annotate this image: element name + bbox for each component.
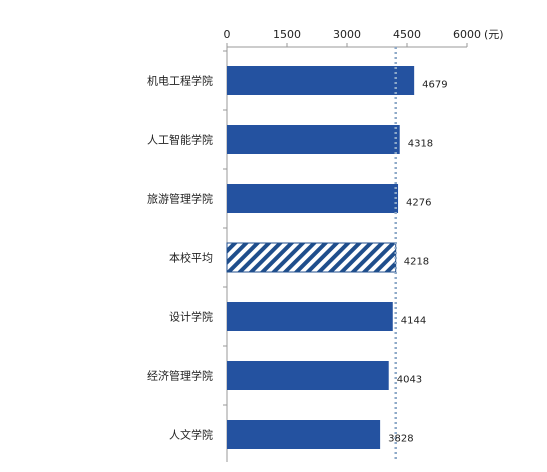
bar xyxy=(227,302,393,331)
x-tick-label: 0 xyxy=(224,28,231,41)
category-label: 人文学院 xyxy=(169,428,213,442)
x-tick-label: 1500 xyxy=(273,28,301,41)
category-label: 机电工程学院 xyxy=(147,74,213,88)
value-label: 3828 xyxy=(388,434,413,445)
value-label: 4276 xyxy=(406,198,431,209)
category-label: 人工智能学院 xyxy=(147,133,213,147)
category-label: 设计学院 xyxy=(169,310,213,324)
category-label: 旅游管理学院 xyxy=(147,192,213,206)
x-tick-label: 6000 xyxy=(453,28,481,41)
value-label: 4218 xyxy=(404,257,429,268)
bar xyxy=(227,66,415,95)
value-label: 4679 xyxy=(422,80,447,91)
bar xyxy=(227,420,381,449)
bar xyxy=(227,361,389,390)
unit-label: (元) xyxy=(484,28,504,41)
x-tick-label: 4500 xyxy=(393,28,421,41)
value-label: 4043 xyxy=(397,375,422,386)
bar-average xyxy=(226,242,397,273)
bars-layer xyxy=(226,66,415,449)
bar xyxy=(227,184,399,213)
x-tick-label: 3000 xyxy=(333,28,361,41)
category-label: 经济管理学院 xyxy=(147,369,213,383)
axis-layer: 0 1500 3000 4500 6000 (元) xyxy=(223,28,504,462)
value-label: 4318 xyxy=(408,139,433,150)
category-label: 本校平均 xyxy=(169,251,213,265)
bar xyxy=(227,125,400,154)
value-label: 4144 xyxy=(401,316,426,327)
labels-layer: 机电工程学院 4679 人工智能学院 4318 旅游管理学院 4276 本校平均 4218 设计… xyxy=(147,74,448,445)
